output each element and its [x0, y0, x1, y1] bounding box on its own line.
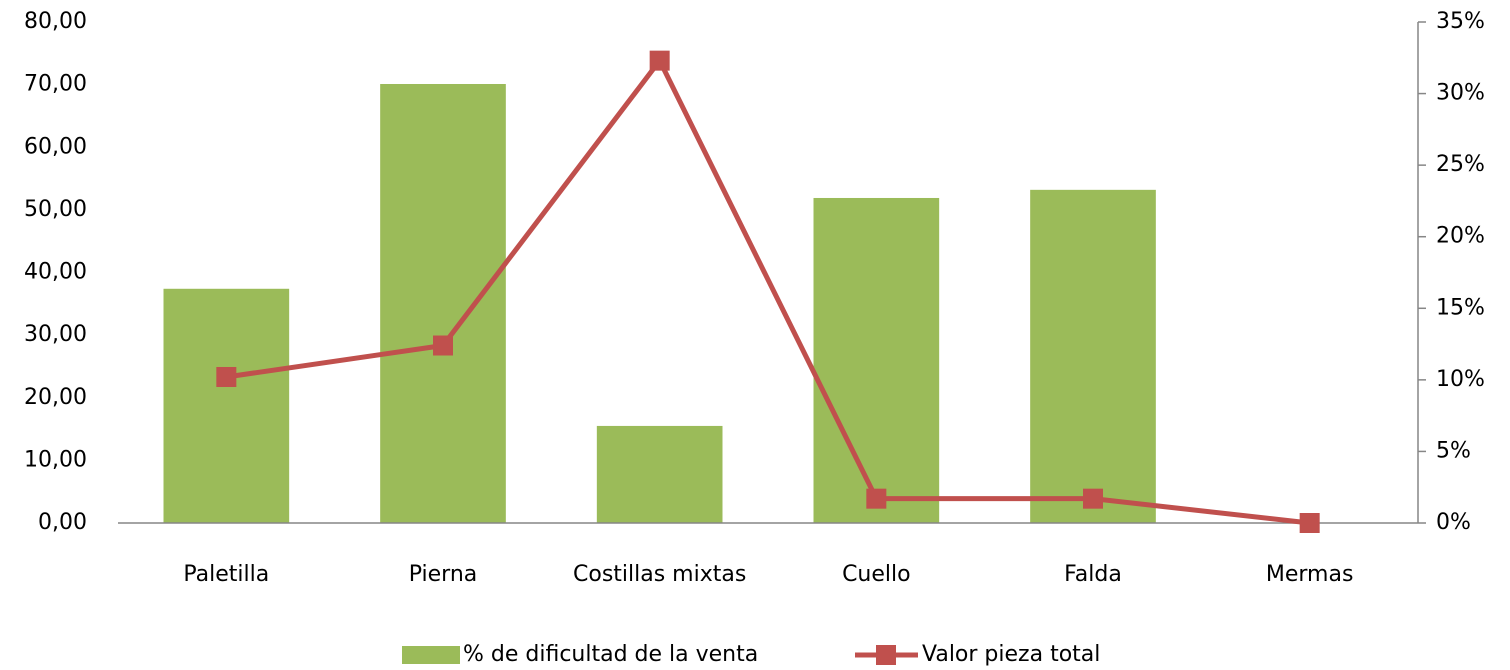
x-tick-label: Mermas [1266, 562, 1354, 587]
line-marker [1299, 513, 1320, 533]
bar [596, 425, 723, 523]
line [225, 55, 1310, 526]
line-marker [216, 366, 237, 387]
bar [813, 197, 940, 523]
x-tick-label: Falda [1064, 562, 1122, 587]
line-marker [433, 335, 453, 356]
y-tick-label: 40,00 [24, 260, 87, 285]
y2-tick-label: 35% [1436, 9, 1485, 34]
y-tick-label: 50,00 [24, 197, 87, 222]
x-tick-label: Costillas mixtas [573, 562, 746, 587]
y-tick-label: 30,00 [24, 322, 87, 347]
legend-label: % de dificultad de la venta [463, 642, 758, 667]
x-tick-label: Cuello [842, 562, 911, 587]
line-marker [649, 50, 670, 71]
y2-tick-label: 15% [1436, 295, 1485, 320]
x-tick-label: Pierna [409, 562, 478, 587]
bar [1030, 189, 1156, 523]
y-tick-label: 0,00 [38, 510, 87, 535]
y-tick-label: 70,00 [24, 72, 87, 97]
y-tick-label: 10,00 [24, 447, 87, 472]
y2-tick-label: 10% [1436, 367, 1485, 392]
y-tick-label: 20,00 [24, 385, 87, 410]
y2-tick-label: 25% [1436, 152, 1485, 177]
y2-tick-label: 0% [1436, 510, 1471, 535]
legend-label: Valor pieza total [922, 642, 1100, 667]
y2-tick-label: 30% [1436, 81, 1485, 106]
y-tick-label: 80,00 [24, 9, 87, 34]
y2-tick-label: 5% [1436, 438, 1471, 463]
line-marker [866, 488, 887, 509]
y2-tick-label: 20% [1436, 224, 1485, 249]
bar [163, 288, 290, 523]
y-tick-label: 60,00 [24, 134, 87, 159]
legend-swatch [402, 646, 460, 664]
line-marker [1083, 488, 1103, 509]
legend-marker [876, 645, 896, 665]
bar [380, 83, 506, 523]
x-tick-label: Paletilla [183, 562, 269, 587]
